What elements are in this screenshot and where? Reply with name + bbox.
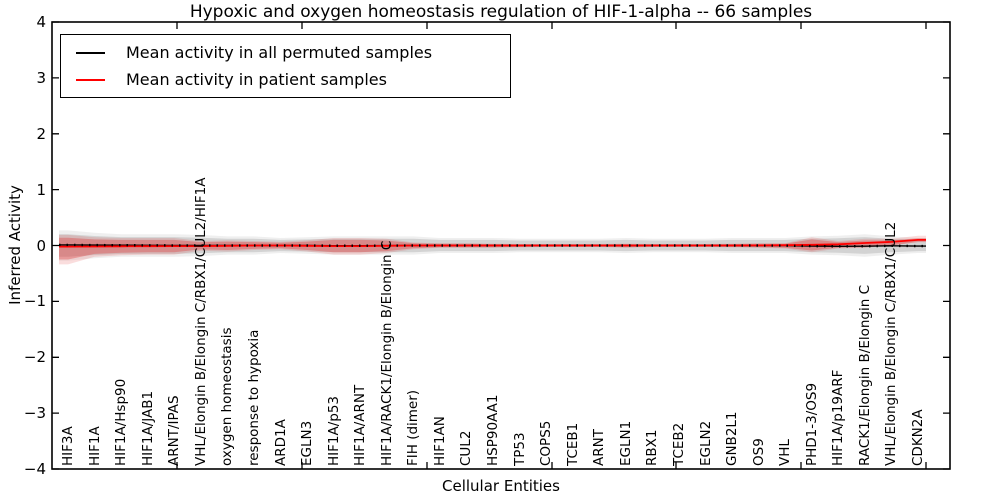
x-category-label: HIF1A/RACK1/Elongin B/Elongin C (378, 240, 395, 466)
x-category-label: HIF1A/Hsp90 (113, 378, 130, 466)
legend-box: Mean activity in all permuted samples Me… (60, 34, 511, 98)
x-category-label: response to hypoxia (245, 329, 262, 466)
patient-range-band (59, 237, 926, 260)
y-axis-label: Inferred Activity (6, 185, 24, 305)
patient-range-band-outer (59, 234, 926, 265)
y-tick-label: 1 (36, 180, 46, 199)
y-tick-label: −2 (23, 348, 46, 367)
x-category-label: RACK1/Elongin B/Elongin C (856, 284, 873, 466)
x-category-label: TP53 (511, 432, 528, 466)
x-category-label: EGLN1 (617, 420, 634, 466)
x-category-label: HIF1A (86, 426, 103, 466)
x-category-label: HIF1A/p53 (325, 395, 342, 466)
permuted-mean-line-dotted-overlay (59, 243, 926, 248)
y-tick-label: 4 (36, 13, 46, 31)
x-category-label: VHL (777, 439, 794, 466)
x-category-label: oxygen homeostasis (219, 327, 236, 467)
y-tick-label: −4 (23, 460, 46, 478)
y-tick-label: −3 (23, 404, 46, 423)
legend-item-permuted: Mean activity in all permuted samples (61, 43, 510, 62)
x-category-label: RBX1 (644, 429, 661, 466)
x-category-label: FIH (dimer) (405, 389, 422, 466)
legend-label-permuted: Mean activity in all permuted samples (126, 43, 433, 62)
legend-label-patient: Mean activity in patient samples (126, 70, 387, 89)
x-category-label: ARD1A (272, 419, 289, 466)
x-category-label: HIF1AN (431, 416, 448, 466)
axis-ticks (52, 21, 950, 470)
x-category-label: HIF1A/ARNT (352, 384, 369, 466)
chart-title: Hypoxic and oxygen homeostasis regulatio… (189, 2, 813, 22)
x-category-label: EGLN2 (697, 420, 714, 466)
x-category-label: PHD1-3/OS9 (803, 382, 820, 466)
x-category-label: GNB2L1 (724, 411, 741, 466)
y-tick-label: 2 (36, 124, 46, 143)
x-category-label: TCEB1 (564, 422, 581, 466)
x-category-label: OS9 (750, 438, 767, 466)
y-tick-label: 3 (36, 68, 46, 87)
x-category-label: HIF1A/JAB1 (139, 390, 156, 466)
x-category-label: HSP90AA1 (485, 394, 501, 466)
x-category-label: VHL/Elongin B/Elongin C/RBX1/CUL2 (883, 221, 900, 466)
x-category-label: ARNT/IPAS (166, 395, 183, 466)
x-category-label: HIF3A (60, 426, 76, 466)
legend-line-sample-black (76, 51, 105, 54)
y-tick-label: −1 (23, 292, 46, 311)
legend-item-patient: Mean activity in patient samples (61, 70, 510, 89)
x-category-label: TCEB2 (670, 422, 687, 466)
x-category-label: HIF1A/p19ARF (830, 369, 847, 466)
x-category-label: EGLN3 (299, 420, 316, 466)
x-axis-label: Cellular Entities (442, 477, 560, 495)
legend-line-sample-red (76, 78, 105, 81)
x-category-label: VHL/Elongin B/Elongin C/RBX1/CUL2/HIF1A (192, 177, 209, 466)
x-category-label: ARNT (591, 429, 608, 466)
x-category-label: CDKN2A (910, 409, 926, 466)
y-tick-label: 0 (36, 236, 46, 255)
x-category-label: CUL2 (458, 430, 475, 466)
x-category-label: COPS5 (538, 420, 555, 466)
